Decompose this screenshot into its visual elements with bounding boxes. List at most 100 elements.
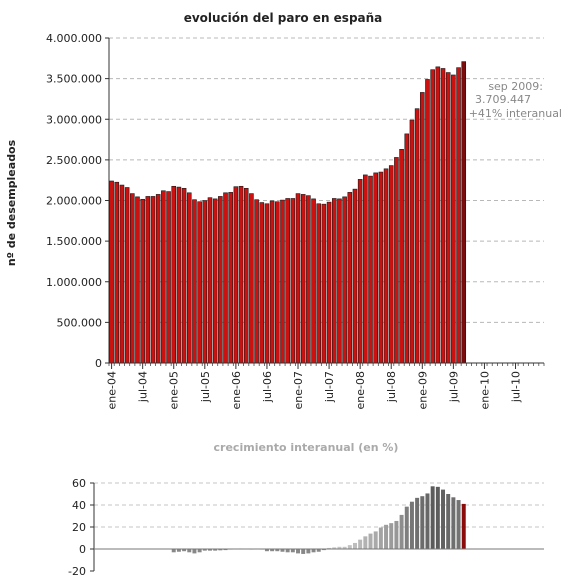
bar: [181, 188, 187, 364]
bar: [109, 180, 114, 364]
bar: [269, 200, 275, 364]
bar: [430, 486, 435, 549]
bar: [399, 514, 404, 549]
bar: [280, 199, 285, 364]
x-tick-label: ene-10: [478, 371, 491, 409]
bar: [440, 68, 446, 364]
x-tick-label: jul-08: [385, 371, 398, 403]
bar: [207, 549, 212, 551]
bar: [430, 69, 435, 364]
bar: [197, 549, 202, 553]
bar: [223, 192, 228, 364]
growth-chart: crecimiento interanual (en %) -20 0 20 40 60: [68, 441, 544, 578]
bar: [301, 549, 306, 554]
bar: [130, 193, 135, 364]
main-x-ticks: ene-04 jul-04 ene-05 jul-05 ene-06 jul-06 ene-…: [106, 363, 523, 409]
bar: [233, 186, 239, 364]
bar: [425, 79, 430, 364]
growth-y-ticks: -20 0 20 40 60: [68, 477, 94, 578]
bar: [290, 549, 295, 553]
bar: [456, 67, 461, 364]
x-tick-label: jul-10: [510, 371, 523, 403]
y-tick-label: 0: [95, 357, 102, 370]
bar: [363, 536, 368, 549]
bar: [414, 108, 420, 364]
annotation-line-1: sep 2009:: [488, 80, 543, 93]
bar: [435, 66, 441, 364]
main-y-ticks: 0 500.000 1.000.000 1.500.000 2.000.000 2.500…: [46, 32, 109, 370]
bar: [300, 194, 306, 364]
bar: [192, 549, 197, 554]
x-tick-label: ene-08: [354, 371, 367, 409]
bar: [270, 549, 275, 552]
bar: [373, 172, 378, 364]
bar: [352, 542, 357, 549]
bar: [213, 549, 218, 551]
bar: [399, 149, 404, 364]
bar: [275, 549, 280, 552]
bar: [280, 549, 285, 552]
bar: [140, 198, 145, 364]
bar: [223, 549, 228, 551]
bar: [166, 191, 171, 364]
bar: [316, 203, 322, 364]
bar: [218, 549, 223, 551]
y-tick-label: 3.500.000: [46, 73, 102, 86]
bar: [337, 546, 342, 549]
x-tick-label: jul-09: [447, 371, 460, 403]
y-tick-label: 500.000: [57, 316, 103, 329]
x-tick-label: jul-05: [199, 371, 212, 403]
bar: [383, 168, 389, 364]
bar: [446, 494, 451, 549]
bar: [296, 549, 301, 554]
bar: [404, 506, 409, 549]
bar: [368, 175, 373, 364]
bar: [182, 549, 187, 552]
bar: [388, 165, 394, 364]
bar: [441, 489, 446, 549]
y-tick-label: 1.500.000: [46, 235, 102, 248]
unemployment-chart: evolución del paro en españa nº de desem…: [5, 11, 562, 409]
bar: [321, 549, 326, 551]
bar: [228, 192, 233, 364]
bar: [368, 533, 373, 549]
bar: [358, 539, 363, 549]
bar: [295, 193, 301, 364]
bar: [461, 61, 467, 364]
x-tick-label: jul-07: [323, 371, 336, 403]
bar: [150, 196, 156, 364]
bar: [451, 497, 456, 549]
bar: [207, 197, 213, 364]
bar: [347, 192, 353, 364]
bar: [332, 547, 337, 549]
y-tick-label: 2.500.000: [46, 154, 102, 167]
bar: [119, 184, 125, 364]
bar: [394, 520, 399, 549]
bar: [409, 119, 415, 364]
x-tick-label: ene-04: [106, 371, 119, 409]
bar: [186, 192, 192, 364]
x-tick-label: jul-04: [137, 371, 150, 403]
chart-title: evolución del paro en españa: [184, 11, 383, 25]
bar: [352, 188, 358, 364]
y-tick-label: 2.000.000: [46, 195, 102, 208]
bar: [145, 196, 151, 364]
bar: [285, 549, 290, 553]
bar: [124, 187, 130, 364]
bar: [306, 195, 311, 364]
bar: [192, 199, 197, 364]
bar: [197, 201, 202, 364]
bar: [171, 185, 177, 364]
growth-bars: [171, 486, 466, 554]
bar: [187, 549, 192, 553]
bar: [285, 198, 290, 364]
x-tick-label: ene-07: [292, 371, 305, 409]
bar: [435, 486, 440, 549]
bar: [363, 174, 368, 364]
main-grid: [109, 37, 544, 323]
bar: [114, 181, 120, 364]
bar: [202, 549, 207, 551]
y-tick-label: 40: [72, 499, 86, 512]
bar: [389, 523, 394, 549]
bar: [461, 503, 466, 549]
